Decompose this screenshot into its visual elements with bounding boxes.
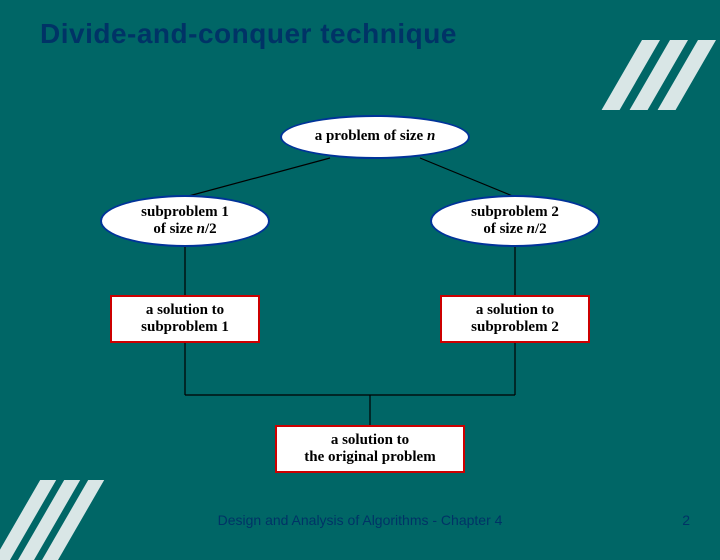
node-sub1-var: n — [197, 221, 205, 237]
node-sol2-line2: subproblem 2 — [471, 319, 559, 336]
footer-text: Design and Analysis of Algorithms - Chap… — [0, 512, 720, 528]
node-sub1-suffix: /2 — [205, 221, 217, 237]
node-final-line1: a solution to — [331, 432, 409, 449]
node-sub1-line1: subproblem 1 — [141, 204, 229, 221]
node-sub1: subproblem 1 of size n/2 — [100, 195, 270, 247]
node-sub2-prefix: of size — [483, 221, 526, 237]
node-sol2: a solution to subproblem 2 — [440, 295, 590, 343]
node-sol1: a solution to subproblem 1 — [110, 295, 260, 343]
node-sub2-var: n — [527, 221, 535, 237]
node-sol1-line2: subproblem 1 — [141, 319, 229, 336]
decoration-stripes-bottom — [0, 470, 70, 540]
node-sub2-line1: subproblem 2 — [471, 204, 559, 221]
decoration-stripes-top — [630, 40, 720, 90]
page-number: 2 — [682, 512, 690, 528]
node-sub2: subproblem 2 of size n/2 — [430, 195, 600, 247]
node-sub2-suffix: /2 — [535, 221, 547, 237]
node-root-var: n — [427, 128, 435, 144]
node-sol2-line1: a solution to — [476, 302, 554, 319]
node-sol1-line1: a solution to — [146, 302, 224, 319]
node-final-line2: the original problem — [304, 449, 435, 466]
node-final: a solution to the original problem — [275, 425, 465, 473]
node-sub1-prefix: of size — [153, 221, 196, 237]
node-root: a problem of size n — [280, 115, 470, 159]
slide-title: Divide-and-conquer technique — [40, 18, 457, 50]
node-root-text: a problem of size — [315, 128, 427, 144]
